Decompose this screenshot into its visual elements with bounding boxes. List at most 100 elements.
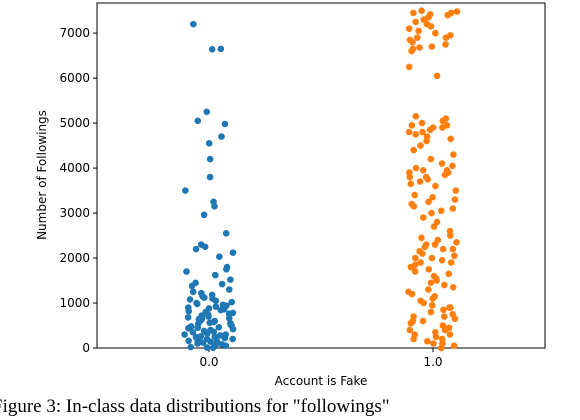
point [412,131,420,138]
point [439,245,447,253]
point [443,167,451,174]
point [410,203,418,210]
point [406,326,414,334]
point [449,245,457,253]
point [181,331,188,338]
point [428,301,436,309]
point [432,333,440,341]
caption: Figure 3: In-class data distributions fo… [0,396,390,417]
point [438,160,446,167]
point [185,324,192,332]
point [203,108,211,116]
point [200,211,208,219]
point [430,223,438,230]
point [429,124,437,131]
point [182,187,189,194]
point [419,214,427,221]
point [410,146,417,154]
point [205,140,213,147]
point [450,151,457,158]
point [440,313,448,320]
point [227,319,234,327]
point [216,253,223,260]
point [442,41,449,48]
point [227,276,234,283]
point [222,342,230,350]
point [405,63,413,71]
point [185,307,193,315]
point [206,155,214,163]
point [222,331,230,338]
point [208,46,216,53]
point [209,344,217,352]
point [417,142,424,149]
point [193,300,201,308]
point [194,324,202,332]
y-tick-label: 1000 [59,296,90,310]
point [447,9,455,17]
point [185,337,192,345]
point [447,259,455,266]
point [183,268,190,275]
point [217,306,225,314]
y-tick-label: 0 [82,341,90,355]
point [425,286,432,293]
point [223,265,230,273]
point [451,252,458,260]
point [452,187,460,194]
point [213,337,221,345]
point [406,173,414,181]
point [449,205,457,212]
point [427,308,435,316]
point [427,155,435,163]
point [405,25,413,32]
point [198,315,206,323]
point [212,303,220,310]
y-tick-label: 7000 [59,26,90,40]
point [221,120,229,128]
point [437,207,445,215]
point [189,288,197,296]
point [189,328,197,336]
point [416,44,423,51]
y-tick-label: 3000 [59,206,90,220]
point [201,243,209,251]
point [432,29,439,37]
point [217,45,225,53]
point [420,299,427,307]
point [431,241,439,248]
point [412,164,420,172]
point [427,23,435,30]
point [433,72,441,80]
point [218,280,226,288]
point [414,34,421,41]
point [411,191,418,199]
point [438,256,446,264]
point [419,167,427,174]
point [419,250,426,257]
point [222,229,230,237]
y-tick-label: 6000 [59,71,90,85]
point [449,283,457,291]
point [429,295,437,302]
point [451,315,459,323]
point [229,335,236,343]
point [412,113,420,120]
point [192,245,200,253]
point [203,344,211,351]
point [418,7,425,14]
point [415,27,422,35]
point [407,180,415,188]
point [453,8,461,15]
y-tick-label: 5000 [59,116,90,130]
point [421,243,429,251]
point [225,315,233,322]
point [418,234,425,242]
point [212,271,219,279]
point [411,331,419,338]
x-axis-label: Account is Fake [275,374,368,388]
point [229,325,237,333]
y-tick-label: 4000 [59,161,90,175]
point [449,162,456,170]
